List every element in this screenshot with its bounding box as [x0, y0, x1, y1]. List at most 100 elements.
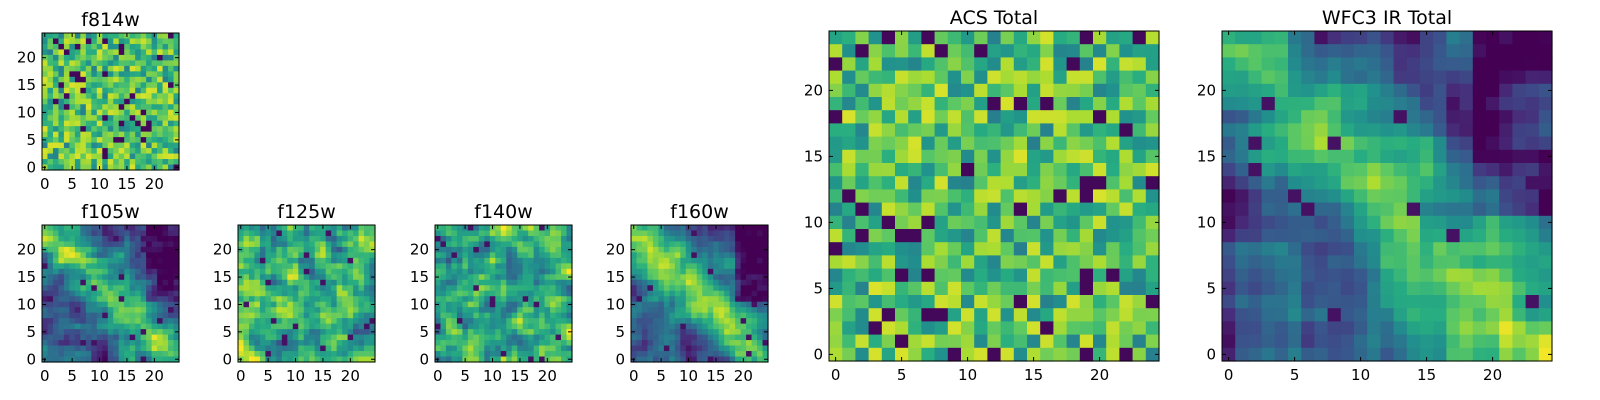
heatmap-cell	[934, 242, 949, 256]
heatmap-cell	[522, 334, 529, 341]
heatmap-cell	[151, 126, 158, 133]
heatmap-cell	[168, 329, 175, 336]
heatmap-cell	[691, 290, 698, 297]
heatmap-cell	[353, 230, 360, 237]
heatmap-cell	[555, 312, 562, 319]
heatmap-cell	[1354, 347, 1368, 362]
heatmap-cell	[162, 345, 169, 352]
heatmap-cell	[746, 263, 753, 270]
heatmap-cell	[1406, 31, 1421, 45]
heatmap-cell	[74, 126, 81, 133]
heatmap-cell	[140, 148, 147, 155]
heatmap-cell	[829, 334, 843, 349]
heatmap-cell	[1354, 136, 1368, 151]
heatmap-cell	[238, 290, 245, 297]
heatmap-cell	[934, 44, 949, 58]
heatmap-cell	[107, 296, 114, 303]
heatmap-cell	[987, 189, 1002, 204]
heatmap-cell	[702, 307, 709, 314]
heatmap-cell	[347, 296, 354, 303]
heatmap-cell	[842, 83, 856, 98]
heatmap-cell	[445, 257, 453, 264]
heatmap-cell	[528, 230, 535, 237]
heatmap-cell	[157, 76, 164, 83]
heatmap-cell	[462, 285, 469, 292]
heatmap-cell	[96, 120, 103, 127]
heatmap-cell	[1301, 163, 1315, 177]
heatmap-cell	[974, 268, 988, 283]
heatmap-cell	[113, 159, 120, 166]
heatmap-cell	[146, 268, 153, 275]
heatmap-cell	[276, 263, 283, 270]
heatmap-cell	[259, 356, 266, 363]
heatmap-cell	[1235, 268, 1249, 283]
heatmap-cell	[451, 279, 458, 286]
heatmap-cell	[663, 246, 670, 253]
heatmap-cell	[107, 148, 114, 155]
heatmap-cell	[248, 290, 256, 297]
heatmap-cell	[987, 334, 1002, 349]
heatmap-cell	[685, 241, 692, 248]
heatmap-cell	[91, 274, 98, 281]
heatmap-cell	[140, 246, 147, 253]
heatmap-cell	[325, 246, 332, 253]
heatmap-cell	[63, 290, 70, 297]
heatmap-cell	[652, 296, 659, 303]
heatmap-cell	[467, 345, 474, 352]
heatmap-cell	[58, 164, 65, 171]
heatmap-cell	[561, 230, 568, 237]
heatmap-cell	[63, 54, 70, 61]
heatmap-cell	[298, 307, 305, 314]
heatmap-cell	[151, 82, 158, 89]
heatmap-cell	[868, 44, 883, 58]
heatmap-cell	[729, 345, 736, 352]
heatmap-cell	[157, 60, 164, 67]
heatmap-cell	[1459, 202, 1474, 217]
heatmap-cell	[445, 329, 453, 336]
heatmap-cell	[151, 252, 158, 259]
heatmap-cell	[314, 301, 321, 308]
heatmap-cell	[336, 318, 343, 325]
heatmap-cell	[331, 312, 338, 319]
heatmap-cell	[91, 356, 98, 363]
heatmap-cell	[631, 318, 638, 325]
heatmap-cell	[462, 257, 469, 264]
heatmap-cell	[168, 82, 175, 89]
heatmap-cell	[58, 252, 65, 259]
heatmap-cell	[1132, 31, 1147, 45]
heatmap-cell	[331, 225, 338, 232]
heatmap-cell	[561, 351, 568, 358]
heatmap-cell	[868, 268, 883, 283]
heatmap-cell	[96, 312, 103, 319]
heatmap-cell	[254, 263, 261, 270]
heatmap-cell	[259, 296, 266, 303]
heatmap-cell	[462, 268, 469, 275]
heatmap-cell	[1393, 229, 1408, 243]
heatmap-cell	[336, 329, 343, 336]
heatmap-cell	[674, 285, 681, 292]
heatmap-cell	[855, 215, 870, 230]
heatmap-cell	[107, 312, 114, 319]
heatmap-cell	[58, 312, 65, 319]
heatmap-cell	[842, 176, 856, 190]
heatmap-cell	[91, 131, 98, 138]
heatmap-cell	[320, 334, 327, 341]
heatmap-cell	[265, 268, 272, 275]
heatmap-cell	[91, 87, 98, 94]
heatmap-cell	[58, 290, 65, 297]
heatmap-cell	[1380, 255, 1395, 270]
heatmap-cell	[987, 136, 1002, 151]
heatmap-cell	[63, 285, 70, 292]
heatmap-cell	[1040, 97, 1054, 111]
heatmap-cell	[52, 87, 60, 94]
heatmap-cell	[440, 345, 447, 352]
heatmap-cell	[113, 115, 120, 122]
heatmap-cell	[124, 301, 131, 308]
heatmap-cell	[921, 83, 936, 98]
heatmap-cell	[1013, 242, 1028, 256]
heatmap-cell	[1288, 308, 1302, 322]
heatmap-cell	[1261, 347, 1276, 362]
heatmap-cell	[1314, 163, 1329, 177]
heatmap-cell	[1393, 176, 1408, 190]
heatmap-cell	[718, 351, 725, 358]
